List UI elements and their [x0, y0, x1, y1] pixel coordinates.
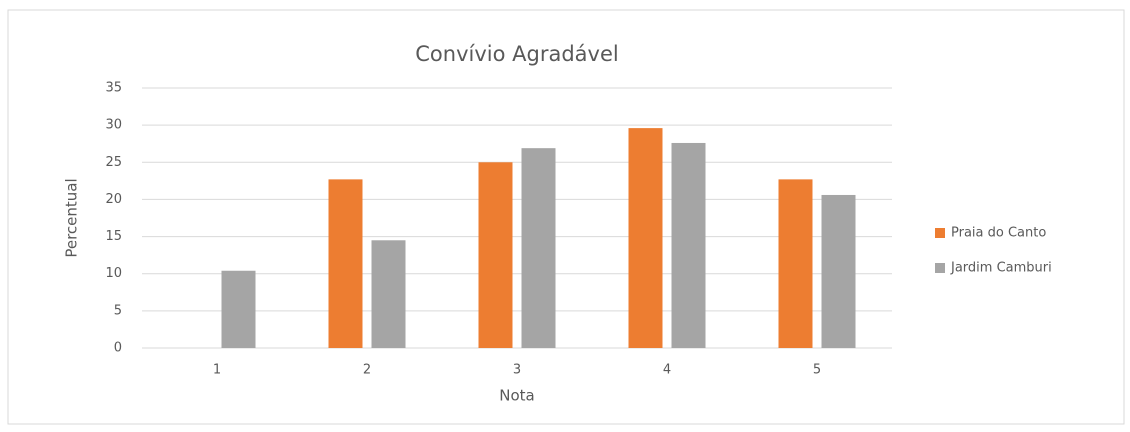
x-axis-label: Nota [499, 387, 534, 405]
chart-frame [7, 9, 1125, 425]
y-axis-label: Percentual [63, 178, 81, 257]
y-tick-label: 0 [114, 341, 122, 356]
y-tick-label: 35 [105, 81, 122, 96]
bar [521, 148, 556, 348]
y-tick-label: 20 [105, 192, 122, 207]
y-tick-label: 10 [105, 266, 122, 281]
legend-swatch [935, 263, 945, 273]
x-tick-label: 3 [513, 363, 521, 378]
bar [778, 179, 813, 348]
bar [328, 179, 363, 348]
bar [371, 240, 406, 348]
bar [671, 142, 706, 348]
bar [221, 270, 256, 348]
bar [628, 128, 663, 348]
x-tick-label: 2 [363, 363, 371, 378]
chart-title: Convívio Agradável [415, 42, 618, 66]
x-tick-label: 4 [663, 363, 671, 378]
bar [478, 162, 513, 348]
y-tick-label: 25 [105, 155, 122, 170]
y-tick-label: 15 [105, 229, 122, 244]
legend-label: Praia do Canto [951, 226, 1046, 241]
x-tick-label: 1 [213, 363, 221, 378]
x-tick-label: 5 [813, 363, 821, 378]
legend-label: Jardim Camburi [950, 261, 1052, 276]
y-tick-label: 30 [105, 118, 122, 133]
y-tick-label: 5 [114, 303, 122, 318]
legend-swatch [935, 228, 945, 238]
bar [821, 194, 856, 348]
